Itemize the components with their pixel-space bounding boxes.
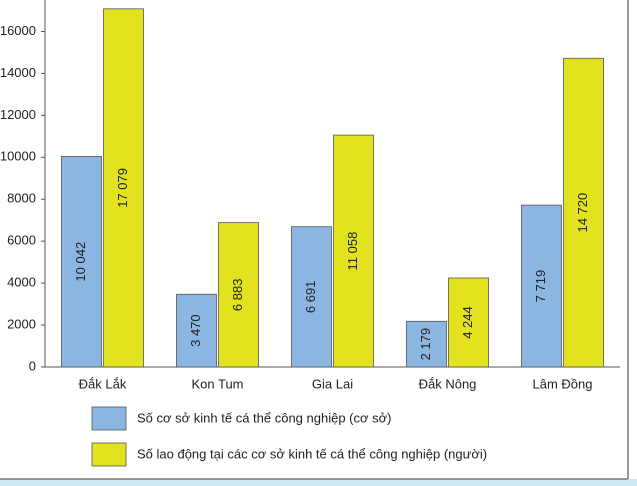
y-tick-label: 4000 (7, 275, 36, 290)
bar (176, 293, 217, 368)
y-tick-label: 16000 (0, 23, 36, 38)
legend-label: Số lao động tại các cơ sở kinh tế cá thể… (137, 446, 487, 461)
value-label: 17 079 (115, 168, 130, 208)
y-tick-label: 12000 (0, 107, 36, 122)
value-label: 14 720 (575, 193, 590, 233)
value-label: 2 179 (418, 328, 433, 361)
y-tick-label: 10000 (0, 149, 36, 164)
y-tick-label: 6000 (7, 233, 36, 248)
y-tick-label: 8000 (7, 191, 36, 206)
bar (448, 277, 489, 368)
bar (333, 134, 374, 368)
x-tick-label: Đắk Lắk (79, 376, 127, 391)
value-label: 11 058 (345, 232, 360, 271)
y-tick-label: 14000 (0, 65, 36, 80)
value-label: 6 883 (230, 279, 245, 312)
value-label: 10 042 (73, 242, 88, 282)
bar (61, 156, 102, 368)
map-strip (0, 479, 637, 486)
value-label: 3 470 (188, 314, 203, 347)
legend-swatch (91, 442, 127, 467)
x-tick-label: Lâm Đồng (533, 376, 593, 391)
bar (103, 8, 144, 368)
bar (218, 222, 259, 368)
value-label: 7 719 (533, 270, 548, 303)
bar (563, 57, 604, 368)
legend-label: Số cơ sở kinh tế cá thể công nghiệp (cơ … (137, 410, 392, 425)
x-tick-label: Đắk Nông (419, 376, 477, 391)
bar (521, 204, 562, 368)
y-tick-label: 2000 (7, 316, 36, 331)
y-tick-label: 0 (29, 358, 36, 373)
bar (406, 320, 447, 368)
value-label: 4 244 (460, 306, 475, 339)
value-label: 6 691 (303, 281, 318, 314)
x-tick-label: Kon Tum (191, 376, 243, 391)
x-tick-label: Gia Lai (312, 376, 353, 391)
bar (291, 226, 332, 368)
legend-swatch (91, 406, 127, 431)
